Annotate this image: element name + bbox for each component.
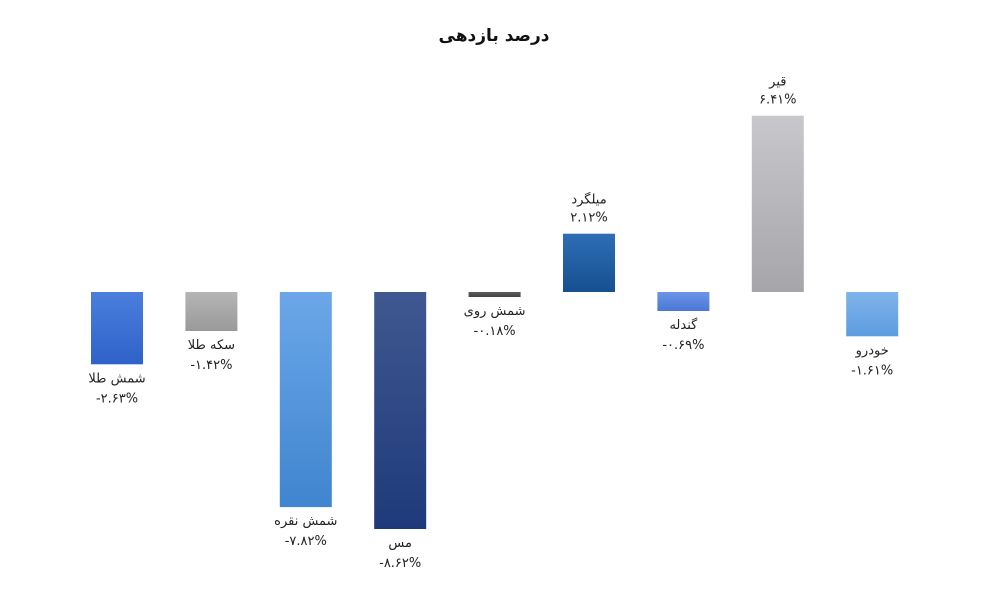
chart-title: درصد بازدهی [439, 26, 550, 46]
category-label-7: قیر [768, 75, 786, 90]
value-label-5: ۲.۱۲% [570, 211, 607, 226]
value-label-0: -۲.۶۳% [96, 391, 138, 406]
category-label-2: شمش نقره [274, 514, 337, 529]
category-label-3: مس [388, 536, 412, 551]
bar-6 [657, 292, 710, 311]
bar-0 [91, 292, 143, 365]
bar-5 [563, 233, 615, 292]
category-label-0: شمش طلا [88, 371, 145, 386]
value-label-7: ۶.۴۱% [759, 93, 796, 108]
bars-group [91, 115, 899, 529]
labels-group: شمش طلا -۲.۶۳% سکه طلا -۱.۴۲% شمش نقره -۷.۸۲%… [88, 75, 893, 571]
category-label-8: خودرو [855, 343, 889, 358]
value-label-3: -۸.۶۲% [379, 556, 421, 571]
bar-8 [846, 292, 899, 337]
category-label-1: سکه طلا [188, 338, 235, 353]
bar-7 [751, 115, 804, 292]
value-label-2: -۷.۸۲% [285, 534, 327, 549]
bar-1 [185, 292, 238, 331]
value-label-4: -۰.۱۸% [474, 324, 516, 339]
category-label-6: گندله [669, 317, 698, 333]
category-label-5: میلگرد [571, 192, 606, 208]
bar-4 [468, 292, 521, 297]
value-label-8: -۱.۶۱% [851, 363, 893, 378]
value-label-6: -۰.۶۹% [662, 338, 704, 353]
category-label-4: شمش روی [464, 304, 526, 319]
bar-2 [279, 292, 332, 508]
value-label-1: -۱.۴۲% [190, 358, 232, 373]
bar-3 [374, 292, 427, 529]
